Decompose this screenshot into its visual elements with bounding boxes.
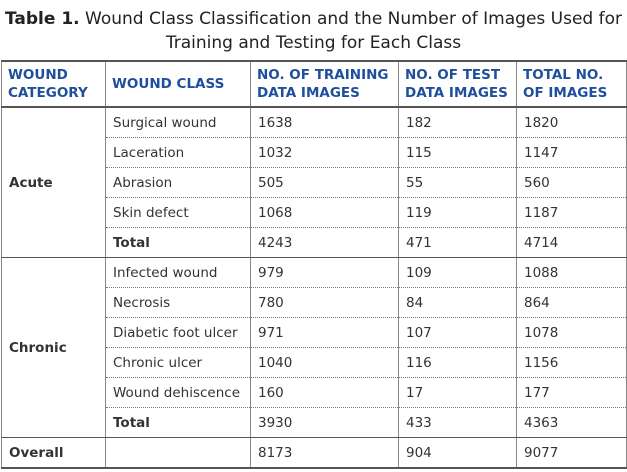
category-cell: Chronic	[1, 257, 106, 438]
class-cell: Total	[105, 227, 251, 258]
number-cell: 971	[250, 317, 399, 348]
number-cell: 160	[250, 377, 399, 408]
number-cell: 3930	[250, 407, 399, 438]
class-cell: Surgical wound	[105, 107, 251, 138]
class-cell	[105, 437, 251, 469]
number-cell: 4363	[516, 407, 627, 438]
number-cell: 107	[398, 317, 517, 348]
number-cell: 84	[398, 287, 517, 318]
category-cell: Acute	[1, 107, 106, 258]
number-cell: 119	[398, 197, 517, 228]
number-cell: 1032	[250, 137, 399, 168]
number-cell: 4714	[516, 227, 627, 258]
header-row: WOUND CATEGORY WOUND CLASS NO. OF TRAINING…	[1, 60, 627, 108]
number-cell: 1147	[516, 137, 627, 168]
number-cell: 1156	[516, 347, 627, 378]
number-cell: 979	[250, 257, 399, 288]
number-cell: 55	[398, 167, 517, 198]
class-cell: Necrosis	[105, 287, 251, 318]
number-cell: 1820	[516, 107, 627, 138]
total-row: Total 3930 433 4363	[2, 407, 627, 438]
data-row: Diabetic foot ulcer 971 107 1078	[2, 317, 627, 348]
column-header: TOTAL NO. OF IMAGES	[516, 60, 627, 108]
data-table: WOUND CATEGORY WOUND CLASS NO. OF TRAINING…	[1, 60, 627, 469]
data-row: Chronic Infected wound 979 109 1088	[1, 257, 627, 438]
table-caption: Table 1. Wound Class Classification and …	[0, 0, 627, 60]
number-cell: 17	[398, 377, 517, 408]
data-row: Acute Surgical wound 1638 182 1820	[1, 107, 627, 258]
data-row: Wound dehiscence 160 17 177	[2, 377, 627, 408]
number-cell: 560	[516, 167, 627, 198]
data-row: Chronic ulcer 1040 116 1156	[2, 347, 627, 378]
class-cell: Diabetic foot ulcer	[105, 317, 251, 348]
data-row: Abrasion 505 55 560	[2, 167, 627, 198]
overall-row: Overall 8173 904 9077	[1, 437, 627, 469]
class-cell: Laceration	[105, 137, 251, 168]
total-row: Total 4243 471 4714	[2, 227, 627, 258]
category-cell: Overall	[1, 437, 106, 469]
number-cell: 116	[398, 347, 517, 378]
number-cell: 471	[398, 227, 517, 258]
class-cell: Wound dehiscence	[105, 377, 251, 408]
caption-text: Wound Class Classification and the Numbe…	[85, 9, 622, 53]
number-cell: 9077	[516, 437, 627, 469]
class-cell: Total	[105, 407, 251, 438]
number-cell: 780	[250, 287, 399, 318]
class-cell: Infected wound	[105, 257, 251, 288]
number-cell: 864	[516, 287, 627, 318]
data-row: Necrosis 780 84 864	[2, 287, 627, 318]
number-cell: 1078	[516, 317, 627, 348]
number-cell: 1068	[250, 197, 399, 228]
column-header: WOUND CLASS	[105, 60, 251, 108]
data-row: Skin defect 1068 119 1187	[2, 197, 627, 228]
class-cell: Skin defect	[105, 197, 251, 228]
number-cell: 904	[398, 437, 517, 469]
class-cell: Chronic ulcer	[105, 347, 251, 378]
number-cell: 182	[398, 107, 517, 138]
number-cell: 4243	[250, 227, 399, 258]
number-cell: 1187	[516, 197, 627, 228]
number-cell: 433	[398, 407, 517, 438]
data-row: Laceration 1032 115 1147	[2, 137, 627, 168]
number-cell: 1638	[250, 107, 399, 138]
table-body: Acute Surgical wound 1638 182 1820 Laceration…	[1, 107, 627, 469]
column-header: WOUND CATEGORY	[1, 60, 106, 108]
number-cell: 1040	[250, 347, 399, 378]
caption-label: Table 1.	[5, 9, 80, 29]
class-cell: Abrasion	[105, 167, 251, 198]
number-cell: 505	[250, 167, 399, 198]
number-cell: 1088	[516, 257, 627, 288]
number-cell: 115	[398, 137, 517, 168]
number-cell: 177	[516, 377, 627, 408]
column-header: NO. OF TEST DATA IMAGES	[398, 60, 517, 108]
number-cell: 8173	[250, 437, 399, 469]
column-header: NO. OF TRAINING DATA IMAGES	[250, 60, 399, 108]
number-cell: 109	[398, 257, 517, 288]
